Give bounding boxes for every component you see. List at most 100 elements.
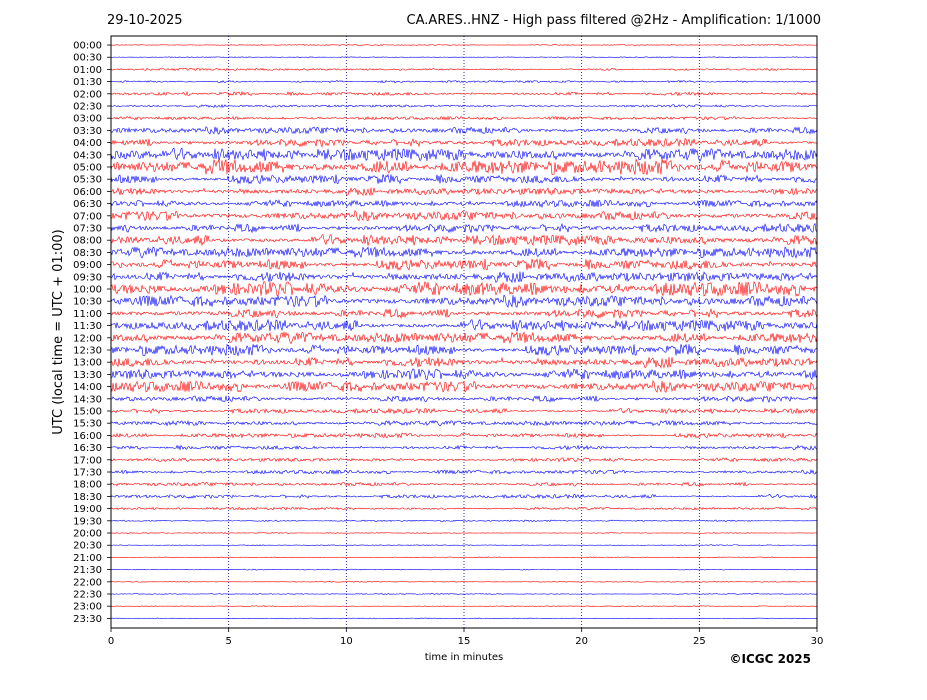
y-tick-label-32: 16:00 [73, 431, 102, 442]
y-tick-label-5: 02:30 [73, 102, 102, 113]
y-tick-label-15: 07:30 [73, 224, 102, 235]
x-tick-label-2: 10 [340, 636, 353, 647]
date-label: 29-10-2025 [107, 13, 183, 28]
trace-row-45 [110, 593, 818, 595]
trace-row-25 [110, 343, 818, 357]
y-tick-label-46: 23:00 [73, 602, 102, 613]
x-tick-label-0: 0 [108, 636, 114, 647]
x-axis-label: time in minutes [425, 652, 504, 663]
trace-row-20 [110, 280, 818, 297]
y-tick-label-21: 10:30 [73, 297, 102, 308]
y-tick-label-29: 14:30 [73, 394, 102, 405]
trace-row-17 [110, 246, 818, 259]
y-tick-label-25: 12:30 [73, 346, 102, 357]
y-tick-label-12: 06:00 [73, 187, 102, 198]
trace-row-38 [110, 506, 818, 511]
trace-row-22 [110, 307, 818, 320]
trace-row-39 [110, 519, 818, 522]
x-tick-label-1: 5 [225, 636, 231, 647]
trace-row-12 [110, 187, 818, 197]
y-tick-label-11: 05:30 [73, 175, 102, 186]
trace-row-6 [110, 115, 818, 121]
y-tick-label-38: 19:00 [73, 504, 102, 515]
y-tick-label-2: 01:00 [73, 65, 102, 76]
trace-row-36 [110, 481, 818, 487]
trace-row-32 [110, 432, 818, 439]
y-tick-label-43: 21:30 [73, 565, 102, 576]
trace-row-26 [110, 356, 818, 369]
trace-row-47 [110, 617, 818, 620]
y-tick-label-19: 09:30 [73, 272, 102, 283]
y-tick-label-35: 17:30 [73, 468, 102, 479]
y-tick-label-47: 23:30 [73, 614, 102, 625]
trace-row-34 [110, 457, 818, 463]
y-tick-label-4: 02:00 [73, 89, 102, 100]
y-tick-label-8: 04:00 [73, 138, 102, 149]
trace-row-18 [110, 258, 818, 271]
trace-row-46 [110, 605, 818, 608]
trace-row-30 [110, 407, 817, 415]
trace-row-14 [110, 210, 818, 222]
trace-row-41 [110, 544, 818, 547]
y-tick-label-42: 21:00 [73, 553, 102, 564]
copyright-label: ©ICGC 2025 [729, 652, 811, 666]
y-tick-label-34: 17:00 [73, 455, 102, 466]
trace-row-9 [110, 147, 818, 162]
y-tick-label-16: 08:00 [73, 236, 102, 247]
y-tick-label-41: 20:30 [73, 541, 102, 552]
y-tick-label-20: 10:00 [73, 285, 102, 296]
trace-row-8 [110, 137, 818, 148]
trace-row-1 [110, 56, 817, 58]
y-tick-label-24: 12:00 [73, 333, 102, 344]
y-tick-label-14: 07:00 [73, 211, 102, 222]
trace-row-13 [110, 199, 818, 209]
trace-row-35 [110, 469, 818, 475]
trace-row-27 [110, 368, 818, 380]
trace-row-37 [110, 493, 818, 500]
x-tick-label-4: 20 [575, 636, 588, 647]
y-tick-label-13: 06:30 [73, 199, 102, 210]
trace-row-16 [110, 234, 818, 247]
y-tick-label-18: 09:00 [73, 260, 102, 271]
trace-row-23 [110, 318, 818, 332]
trace-row-21 [110, 294, 818, 308]
trace-row-11 [110, 173, 818, 185]
x-tick-label-5: 25 [693, 636, 706, 647]
y-tick-label-31: 15:30 [73, 419, 102, 430]
trace-row-42 [110, 556, 818, 559]
y-tick-label-7: 03:30 [73, 126, 102, 137]
trace-row-2 [110, 67, 818, 71]
seismic-traces [110, 44, 818, 620]
y-tick-label-27: 13:30 [73, 370, 102, 381]
trace-row-7 [110, 126, 818, 135]
y-tick-label-3: 01:30 [73, 77, 102, 88]
y-tick-label-45: 22:30 [73, 590, 102, 601]
y-tick-label-28: 14:00 [73, 382, 102, 393]
trace-row-0 [110, 44, 818, 46]
y-tick-label-44: 22:00 [73, 577, 102, 588]
y-tick-label-36: 18:00 [73, 480, 102, 491]
trace-row-31 [110, 419, 818, 427]
trace-row-40 [110, 532, 818, 534]
y-tick-label-10: 05:00 [73, 163, 102, 174]
y-tick-label-40: 20:00 [73, 529, 102, 540]
y-tick-label-17: 08:30 [73, 248, 102, 259]
y-tick-label-30: 15:00 [73, 407, 102, 418]
y-tick-label-22: 11:00 [73, 309, 102, 320]
trace-row-28 [110, 380, 818, 393]
y-axis-label: UTC (local time = UTC + 01:00) [51, 229, 66, 434]
y-tick-label-37: 18:30 [73, 492, 102, 503]
y-tick-label-6: 03:00 [73, 114, 102, 125]
trace-row-3 [110, 79, 818, 84]
y-tick-label-0: 00:00 [73, 41, 102, 52]
y-tick-label-39: 19:30 [73, 516, 102, 527]
trace-row-4 [110, 90, 818, 97]
y-tick-label-26: 13:00 [73, 358, 102, 369]
trace-row-10 [110, 158, 818, 175]
trace-row-15 [110, 222, 818, 234]
trace-row-43 [110, 568, 818, 571]
trace-row-19 [110, 271, 818, 284]
trace-row-5 [110, 103, 818, 108]
